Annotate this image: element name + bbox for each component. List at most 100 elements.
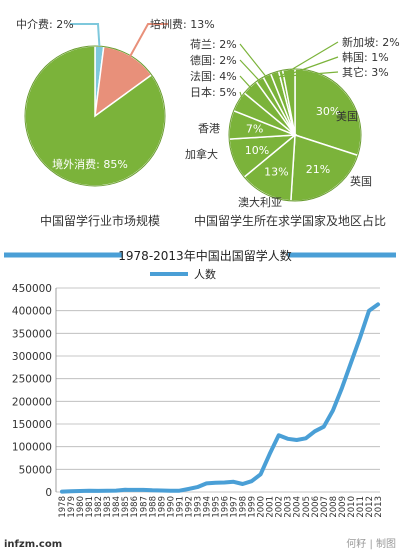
x-tick-label-2011: 2011	[356, 496, 366, 518]
data-point-2000	[259, 473, 262, 476]
data-point-1987	[142, 488, 145, 492]
country-label-加拿大: 加拿大	[185, 147, 218, 161]
x-tick-label-1988: 1988	[148, 496, 158, 518]
country-label-德国: 德国: 2%	[190, 53, 237, 67]
data-point-1999	[250, 480, 253, 483]
line-chart-title: 1978-2013年中国出国留学人数	[118, 248, 291, 263]
data-point-1989	[160, 489, 163, 492]
leader-line-日本	[239, 91, 245, 105]
country-label-其它: 其它: 3%	[342, 65, 389, 79]
x-tick-label-1996: 1996	[221, 496, 231, 518]
legend-label: 人数	[194, 268, 216, 281]
data-point-2003	[286, 437, 289, 440]
data-point-2013	[376, 303, 380, 306]
x-tick-label-1991: 1991	[175, 496, 185, 518]
credit-text: 何籽 | 制图	[346, 537, 396, 550]
leader-line-培训费	[126, 23, 168, 62]
data-point-1992	[187, 487, 190, 491]
country-label-新加坡: 新加坡: 2%	[342, 35, 400, 49]
x-tick-label-2002: 2002	[275, 496, 285, 518]
data-point-2007	[322, 425, 325, 428]
data-point-2004	[295, 438, 298, 442]
x-tick-label-2004: 2004	[293, 496, 303, 518]
pct-label-英国: 21%	[306, 163, 330, 176]
pct-label-澳大利亚: 13%	[264, 166, 288, 179]
leader-line-德国	[239, 59, 264, 86]
data-point-2009	[340, 386, 344, 390]
y-tick-label-250000: 250000	[12, 374, 52, 386]
leader-line-新加坡	[276, 41, 339, 80]
x-tick-label-2008: 2008	[329, 496, 339, 518]
market-pie-title: 中国留学行业市场规模	[40, 213, 160, 228]
x-tick-label-1983: 1983	[103, 496, 113, 518]
x-tick-label-2012: 2012	[365, 496, 375, 518]
pct-label-加拿大: 10%	[245, 144, 269, 157]
y-tick-label-150000: 150000	[12, 419, 52, 431]
y-tick-label-100000: 100000	[12, 442, 52, 454]
data-point-2012	[367, 309, 371, 312]
x-tick-label-1993: 1993	[193, 496, 203, 518]
data-point-2008	[331, 409, 335, 412]
data-point-1979	[69, 490, 73, 493]
data-point-2011	[358, 336, 362, 340]
data-point-1997	[232, 480, 235, 483]
data-point-1994	[205, 482, 208, 485]
x-tick-label-1978: 1978	[58, 496, 68, 518]
y-tick-label-50000: 50000	[19, 464, 52, 476]
data-point-1982	[96, 489, 100, 493]
x-tick-label-1994: 1994	[202, 496, 212, 518]
data-point-1988	[151, 489, 154, 492]
data-point-1990	[169, 489, 172, 492]
x-tick-label-2005: 2005	[302, 496, 312, 518]
country-label-韩国: 韩国: 1%	[342, 50, 389, 64]
data-point-1981	[87, 489, 91, 492]
country-label-美国: 美国	[336, 110, 358, 123]
data-point-2006	[313, 430, 316, 433]
x-tick-label-1985: 1985	[121, 496, 131, 518]
leader-line-中介费	[70, 23, 101, 47]
data-point-2001	[268, 452, 271, 456]
x-tick-label-1980: 1980	[76, 496, 86, 518]
x-tick-label-2013: 2013	[374, 496, 384, 518]
y-tick-label-450000: 450000	[12, 283, 52, 295]
country-label-荷兰: 荷兰: 2%	[190, 38, 237, 51]
leader-line-其它	[289, 71, 339, 77]
data-point-1995	[214, 481, 217, 484]
data-point-2002	[277, 434, 280, 437]
country-label-英国: 英国	[350, 174, 372, 188]
country-label-日本: 日本: 5%	[190, 85, 237, 99]
x-tick-label-2007: 2007	[320, 496, 330, 518]
pie-outline	[228, 68, 362, 202]
market-pie-chart: 中介费: 2% 培训费: 13% 境外消费: 85%	[16, 17, 215, 187]
x-tick-label-1995: 1995	[211, 496, 221, 518]
x-tick-label-1984: 1984	[112, 496, 122, 518]
data-point-1985	[124, 488, 127, 491]
data-point-1978	[60, 490, 64, 493]
slice-label-中介费: 中介费: 2%	[16, 18, 74, 31]
slice-label-培训费: 培训费: 13%	[150, 17, 215, 31]
x-tick-label-1998: 1998	[239, 496, 249, 518]
x-tick-label-1997: 1997	[230, 496, 240, 518]
leader-line-法国	[239, 75, 255, 93]
x-tick-label-1986: 1986	[130, 496, 140, 518]
x-tick-label-2000: 2000	[257, 496, 267, 518]
leader-line-韩国	[281, 56, 339, 78]
y-tick-label-300000: 300000	[12, 351, 52, 363]
country-label-香港: 香港	[198, 122, 220, 135]
data-point-1983	[105, 489, 109, 492]
x-tick-label-1992: 1992	[184, 496, 194, 518]
data-point-1980	[78, 489, 82, 493]
data-point-1998	[241, 482, 244, 486]
data-point-1993	[196, 485, 199, 489]
country-label-法国: 法国: 4%	[190, 69, 237, 83]
pct-label-美国: 30%	[316, 105, 340, 118]
x-tick-label-1987: 1987	[139, 496, 149, 518]
data-point-1986	[133, 488, 136, 492]
slice-label-境外消费: 境外消费: 85%	[52, 157, 128, 171]
series-line-人数	[60, 302, 380, 494]
watermark: infzm.com	[4, 539, 62, 550]
y-tick-label-200000: 200000	[12, 396, 52, 408]
